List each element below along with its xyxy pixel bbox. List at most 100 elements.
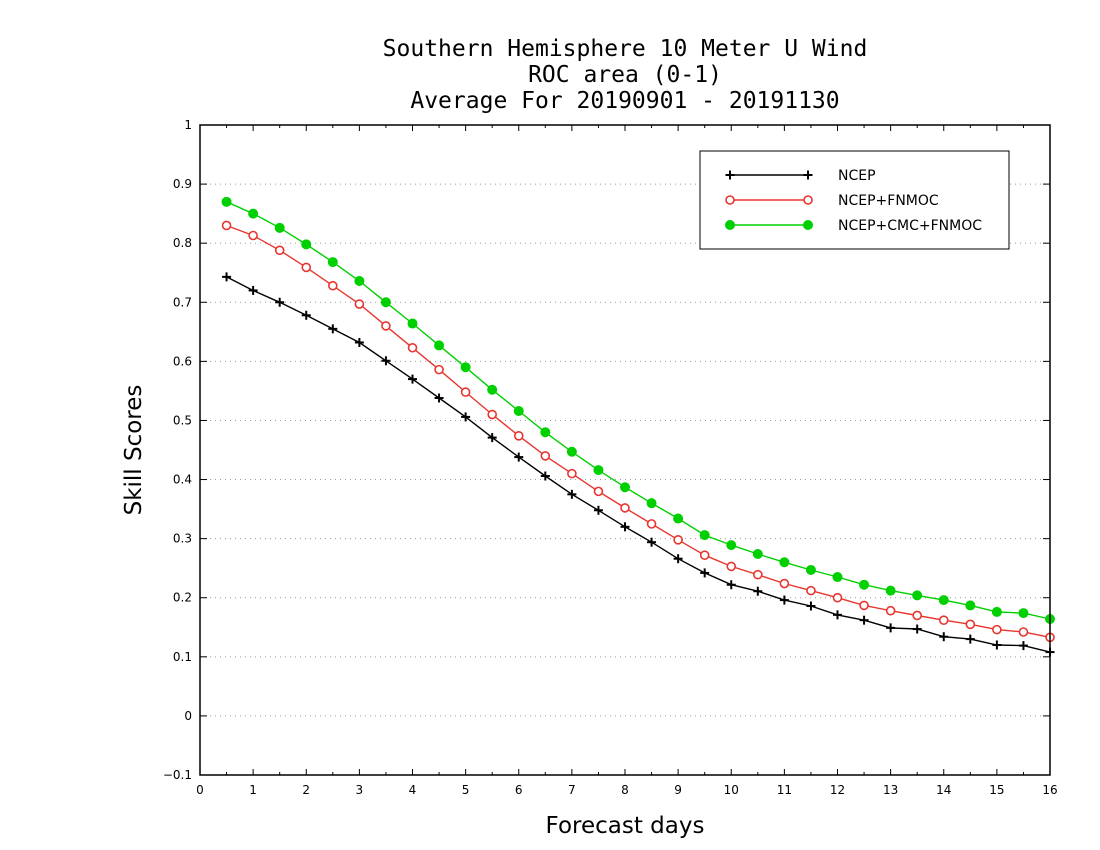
data-point: [327, 257, 338, 268]
x-tick-label: 5: [462, 783, 470, 797]
data-point: [753, 569, 763, 580]
data-point: [460, 387, 471, 397]
data-point: [938, 595, 949, 606]
y-tick-label: 0.4: [173, 473, 192, 487]
y-tick-label: 1: [184, 118, 192, 132]
data-point: [620, 522, 630, 532]
x-tick-label: 3: [356, 783, 364, 797]
data-point: [886, 623, 896, 633]
series-ncep: [222, 272, 1055, 657]
x-tick-label: 11: [777, 783, 792, 797]
series-line: [226, 224, 1051, 638]
chart-title-line-3: Average For 20190901 - 20191130: [410, 88, 840, 114]
data-point: [859, 615, 869, 625]
data-point: [381, 321, 391, 331]
x-tick-label: 16: [1042, 783, 1057, 797]
chart-title-line-1: Southern Hemisphere 10 Meter U Wind: [382, 36, 868, 62]
data-point: [434, 364, 444, 375]
data-point: [726, 580, 736, 590]
data-point: [274, 222, 285, 233]
data-point: [380, 297, 391, 308]
data-point: [620, 482, 630, 493]
data-point: [992, 624, 1002, 635]
series-line: [226, 201, 1051, 620]
data-point: [912, 624, 922, 634]
y-tick-label: 0.5: [173, 413, 192, 427]
legend-marker: [725, 220, 735, 230]
data-point: [806, 601, 816, 611]
legend-marker: [803, 195, 813, 205]
data-point: [752, 549, 763, 559]
data-point: [726, 540, 737, 551]
chart-title-line-2: ROC area (0-1): [528, 62, 722, 88]
data-point: [328, 324, 338, 334]
data-point: [487, 433, 497, 443]
data-point: [407, 342, 418, 353]
data-point: [673, 554, 683, 564]
data-point: [567, 489, 577, 499]
series-line: [226, 276, 1051, 653]
data-point: [328, 280, 338, 291]
data-point: [540, 471, 550, 481]
series-ncep-fnmoc: [221, 220, 1055, 643]
data-point: [593, 465, 604, 476]
x-tick-label: 6: [515, 783, 523, 797]
data-point: [460, 362, 471, 373]
data-point: [513, 406, 524, 416]
y-tick-label: 0: [184, 709, 192, 723]
data-point: [593, 486, 604, 497]
data-point: [991, 606, 1002, 617]
data-point: [992, 640, 1002, 650]
data-point: [222, 272, 232, 282]
data-point: [647, 537, 657, 547]
data-point: [301, 310, 311, 320]
data-point: [726, 561, 737, 572]
data-point: [221, 220, 232, 231]
data-point: [805, 564, 816, 575]
series-ncep-cmc-fnmoc: [221, 196, 1055, 624]
legend-label: NCEP+CMC+FNMOC: [838, 218, 982, 234]
data-point: [912, 590, 923, 601]
series-layer: [221, 196, 1055, 657]
data-point: [1018, 608, 1029, 619]
y-tick-label: 0.6: [173, 354, 192, 368]
data-point: [753, 586, 763, 596]
data-point: [699, 530, 710, 541]
data-point: [487, 384, 498, 395]
data-point: [381, 356, 391, 366]
data-point: [859, 600, 869, 611]
data-point: [540, 427, 551, 438]
data-point: [699, 550, 710, 560]
data-point: [833, 610, 842, 620]
data-point: [912, 610, 922, 621]
x-tick-label: 1: [249, 783, 257, 797]
data-point: [407, 318, 418, 329]
data-point: [514, 452, 524, 462]
data-point: [221, 196, 232, 207]
data-point: [939, 632, 949, 642]
data-point: [1018, 641, 1028, 651]
y-tick-label: 0.3: [173, 532, 192, 546]
legend-marker: [725, 170, 735, 180]
y-tick-label: 0.1: [173, 650, 192, 664]
data-point: [965, 619, 976, 630]
data-point: [779, 557, 790, 568]
y-tick-label: −0.1: [163, 768, 192, 782]
data-point: [965, 600, 976, 611]
data-point: [275, 297, 285, 307]
data-point: [779, 595, 789, 605]
data-point: [673, 513, 684, 524]
x-tick-label: 14: [936, 783, 951, 797]
chart-title: Southern Hemisphere 10 Meter U Wind ROC …: [200, 36, 1050, 114]
data-point: [248, 208, 259, 219]
x-axis-title: Forecast days: [546, 813, 705, 839]
data-point: [434, 340, 445, 351]
data-point: [859, 579, 870, 590]
data-point: [593, 505, 603, 515]
x-tick-label: 8: [621, 783, 629, 797]
data-point: [540, 451, 551, 461]
data-point: [354, 276, 365, 286]
x-tick-label: 9: [674, 783, 682, 797]
legend-label: NCEP: [838, 168, 876, 184]
